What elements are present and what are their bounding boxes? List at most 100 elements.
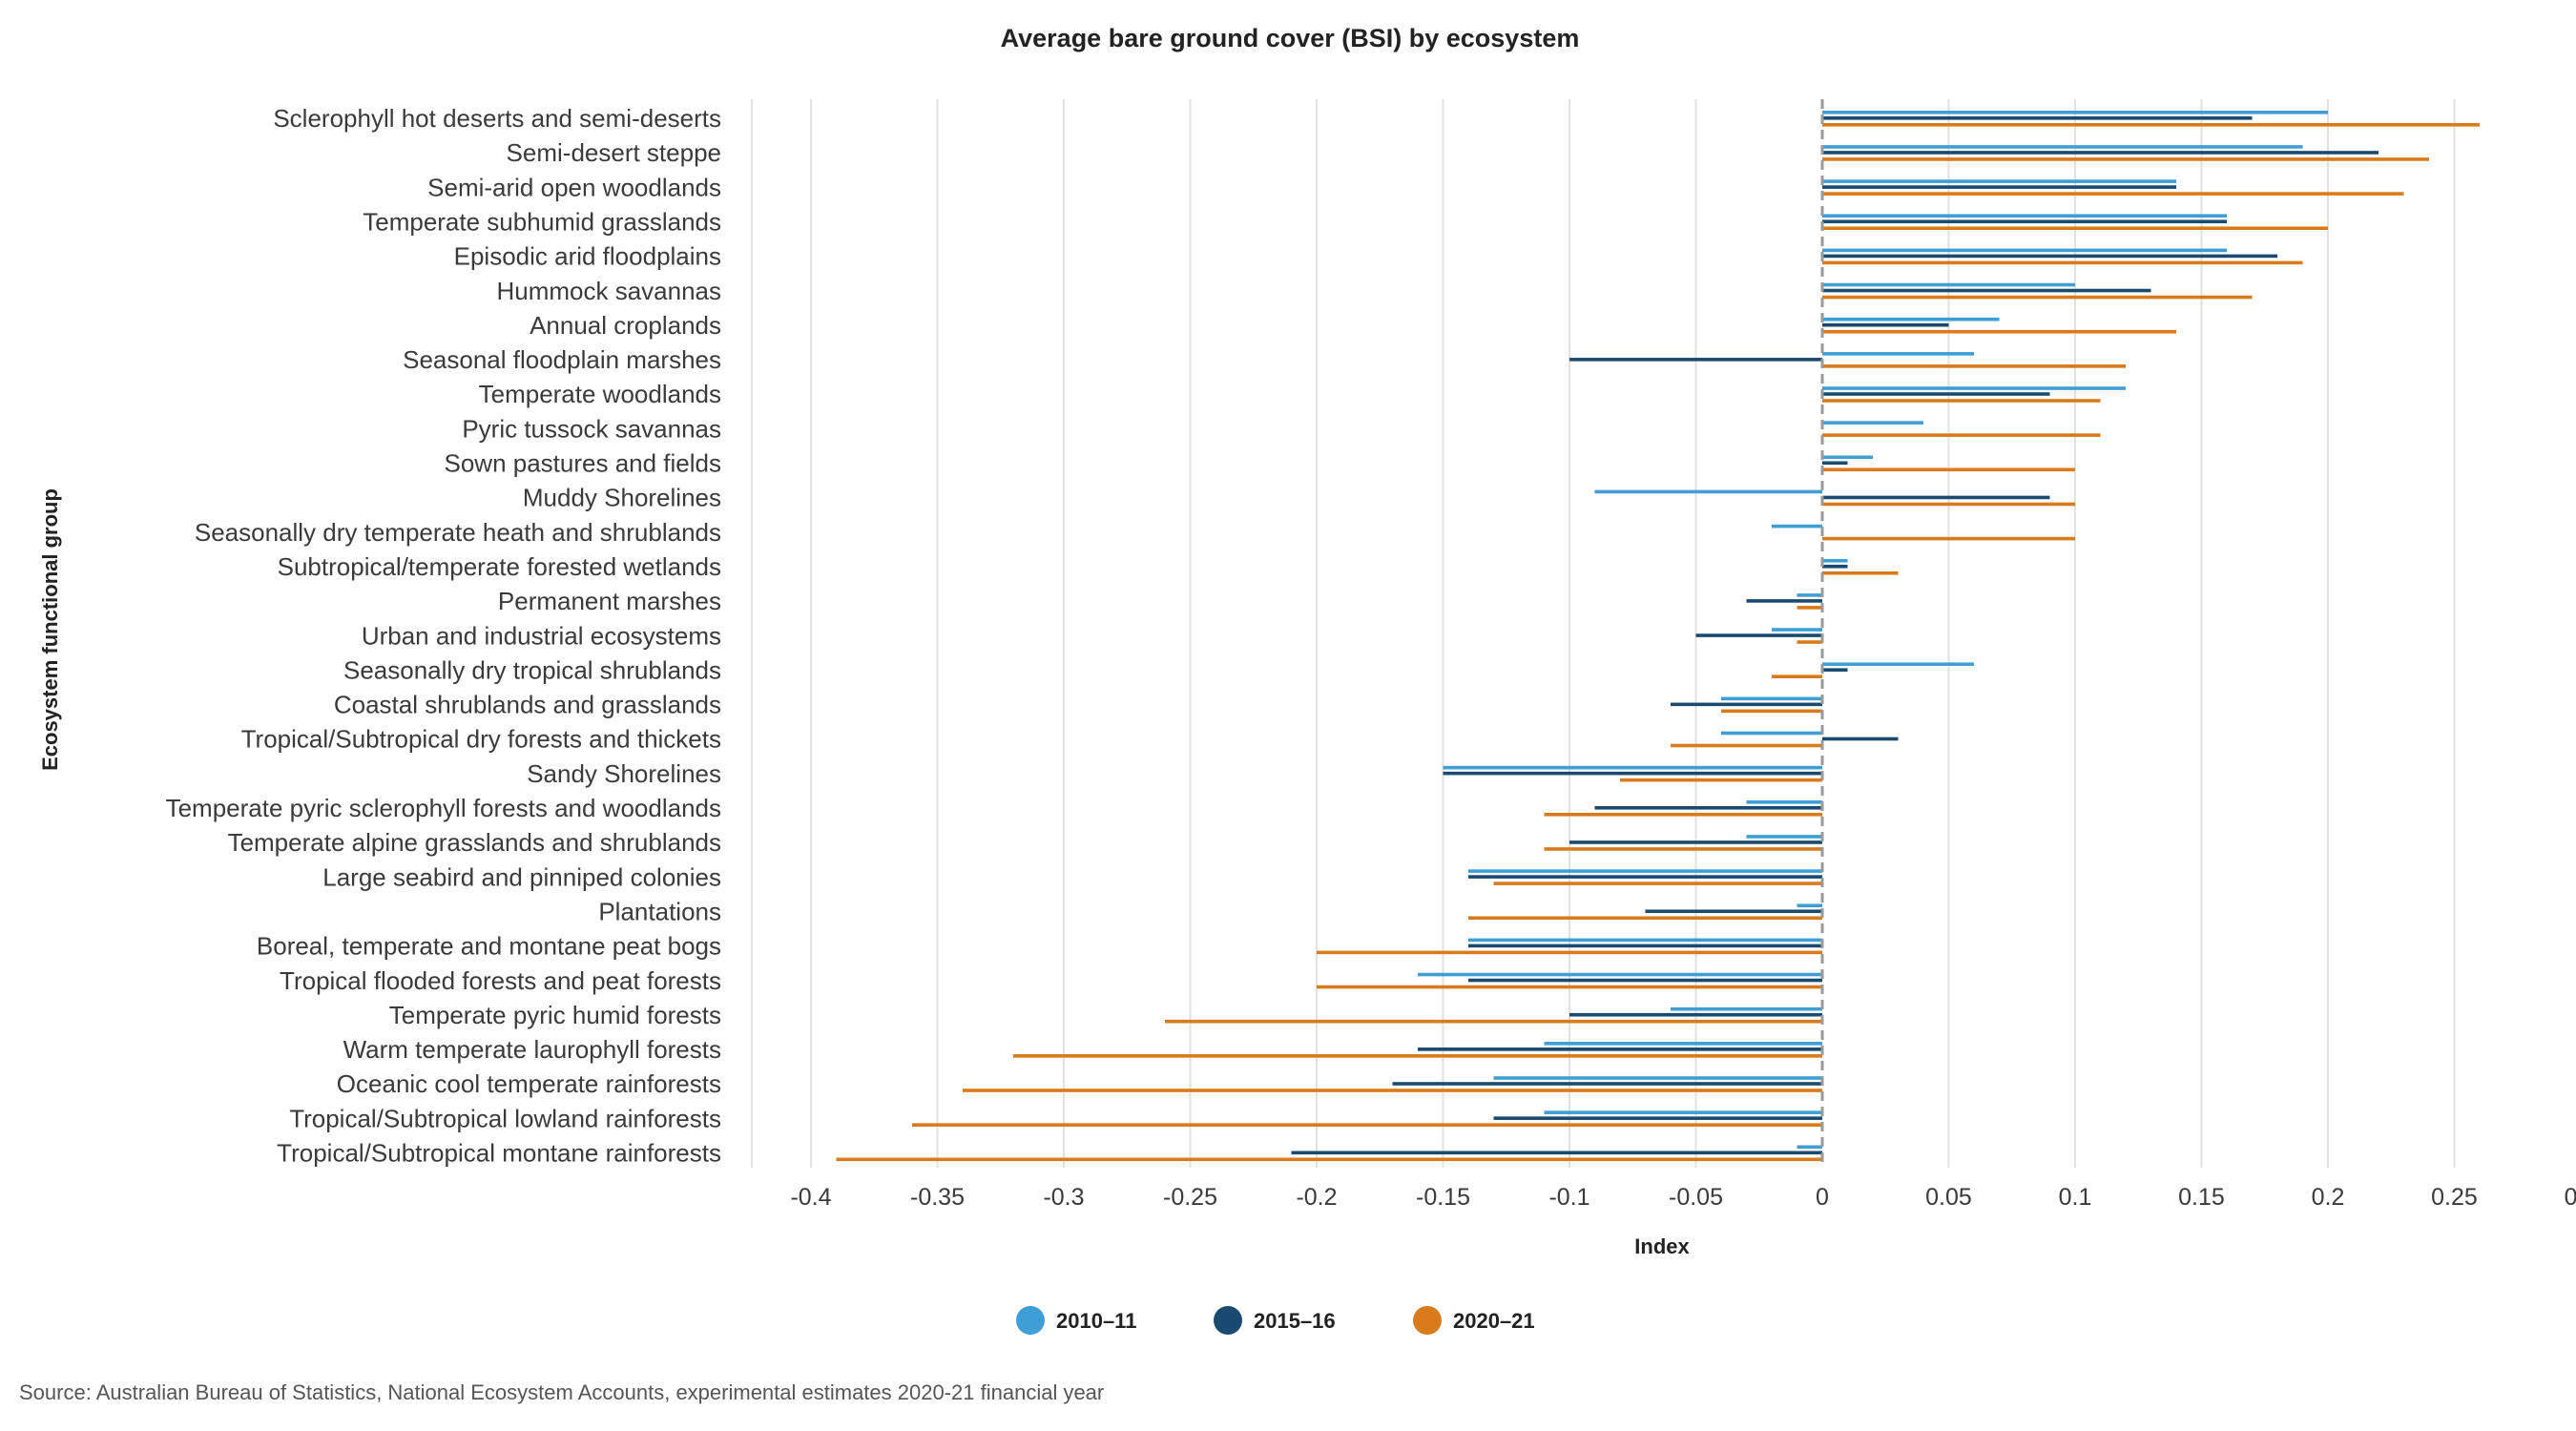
bar-3 [1822,536,2075,541]
bar-1 [1822,558,1848,563]
bar-3 [1822,570,1899,575]
category-label: Seasonally dry temperate heath and shrub… [195,518,721,547]
bar-2 [1822,736,1899,741]
bar-1 [1797,1145,1822,1150]
bar-2 [1746,599,1822,603]
bar-3 [963,1089,1822,1092]
legend-label: 2015–16 [1254,1309,1336,1333]
bar-1 [1822,421,1923,425]
category-label: Annual croplands [530,311,721,340]
x-tick-label: -0.35 [910,1184,965,1211]
bar-1 [1822,111,2328,114]
bar-2 [1418,1047,1822,1051]
x-tick-label: 0.3 [2565,1184,2576,1211]
bar-2 [1822,461,1848,466]
bar-3 [1822,329,2176,334]
x-tick-labels: -0.4 -0.35 -0.3 -0.25 -0.2 -0.15 -0.1 -0.05 0 0.0… [790,1184,2576,1211]
x-tick-label: -0.05 [1669,1184,1723,1211]
bar-3 [1721,709,1822,714]
bar-2 [1822,116,2253,120]
legend-swatch [1214,1306,1242,1335]
bar-2 [1569,840,1822,844]
bar-2 [1468,875,1822,879]
bar-1 [1822,248,2227,253]
bar-1 [1822,386,2126,390]
category-label: Tropical/Subtropical lowland rainforests [289,1104,721,1132]
bar-2 [1822,322,1949,327]
category-label: Seasonally dry tropical shrublands [343,655,721,684]
category-label: Seasonal floodplain marshes [403,345,721,374]
bar-1 [1721,696,1822,701]
bar-1 [1544,1042,1822,1046]
bar-2 [1822,392,2050,396]
category-label: Hummock savannas [496,277,721,305]
bar-3 [1822,399,2101,403]
bar-1 [1772,628,1822,632]
category-label: Boreal, temperate and montane peat bogs [257,932,721,961]
bar-3 [1797,640,1822,644]
bar-2 [1695,633,1822,637]
category-label: Sown pastures and fields [444,449,721,478]
category-label: Semi-arid open woodlands [427,173,721,201]
x-tick-label: -0.4 [790,1184,831,1211]
y-axis-title: Ecosystem functional group [38,488,62,771]
category-label: Coastal shrublands and grasslands [334,691,721,719]
category-label: Warm temperate laurophyll forests [343,1035,721,1064]
bar-3 [1317,985,1822,989]
bar-3 [1822,226,2328,231]
category-label: Temperate subhumid grasslands [363,207,721,236]
bar-3 [1620,778,1822,782]
bar-2 [1468,978,1822,983]
x-tick-label: 0.1 [2059,1184,2092,1211]
bar-2 [1822,151,2379,155]
bar-3 [1317,950,1822,955]
category-label: Pyric tussock savannas [462,414,721,443]
gridlines [751,99,2456,1168]
category-label: Temperate pyric sclerophyll forests and … [166,794,721,822]
category-label: Temperate pyric humid forests [389,1001,721,1029]
bar-2 [1443,771,1822,776]
bar-2 [1822,254,2277,259]
legend-swatch [1016,1306,1045,1335]
bar-1 [1671,1006,1822,1011]
bar-3 [1493,881,1822,885]
bar-3 [912,1123,1822,1127]
category-label: Temperate woodlands [479,380,721,408]
legend: 2010–11 2015–16 2020–21 [1016,1306,1535,1335]
bar-3 [1671,743,1822,748]
bar-1 [1822,352,1974,356]
bar-3 [1822,157,2429,161]
bar-1 [1721,731,1822,736]
bar-1 [1797,593,1822,597]
bar-2 [1822,564,1848,569]
bar-1 [1822,317,2000,321]
x-tick-label: 0.25 [2431,1184,2478,1211]
bar-3 [1468,916,1822,921]
x-axis-title: Index [1634,1234,1690,1258]
legend-swatch [1413,1306,1442,1335]
x-tick-label: 0.05 [1925,1184,1972,1211]
bar-3 [1822,260,2303,265]
bar-1 [1443,765,1822,770]
bar-1 [1746,800,1822,804]
category-label: Sandy Shorelines [527,759,721,788]
bar-1 [1544,1110,1822,1114]
category-label: Plantations [598,897,721,925]
bar-2 [1822,288,2151,293]
bar-2 [1569,358,1822,362]
x-tick-label: -0.3 [1043,1184,1084,1211]
bar-1 [1418,972,1822,977]
bar-3 [1772,674,1822,678]
bar-3 [1165,1019,1822,1024]
bar-2 [1569,1012,1822,1017]
category-label: Temperate alpine grasslands and shrublan… [228,828,721,857]
bar-1 [1822,455,1873,460]
bar-1 [1468,869,1822,873]
category-label: Urban and industrial ecosystems [362,621,721,650]
category-labels: Sclerophyll hot deserts and semi-deserts… [166,104,721,1168]
bar-3 [1797,606,1822,610]
category-label: Muddy Shorelines [523,484,721,512]
source-note: Source: Australian Bureau of Statistics,… [19,1380,1104,1404]
